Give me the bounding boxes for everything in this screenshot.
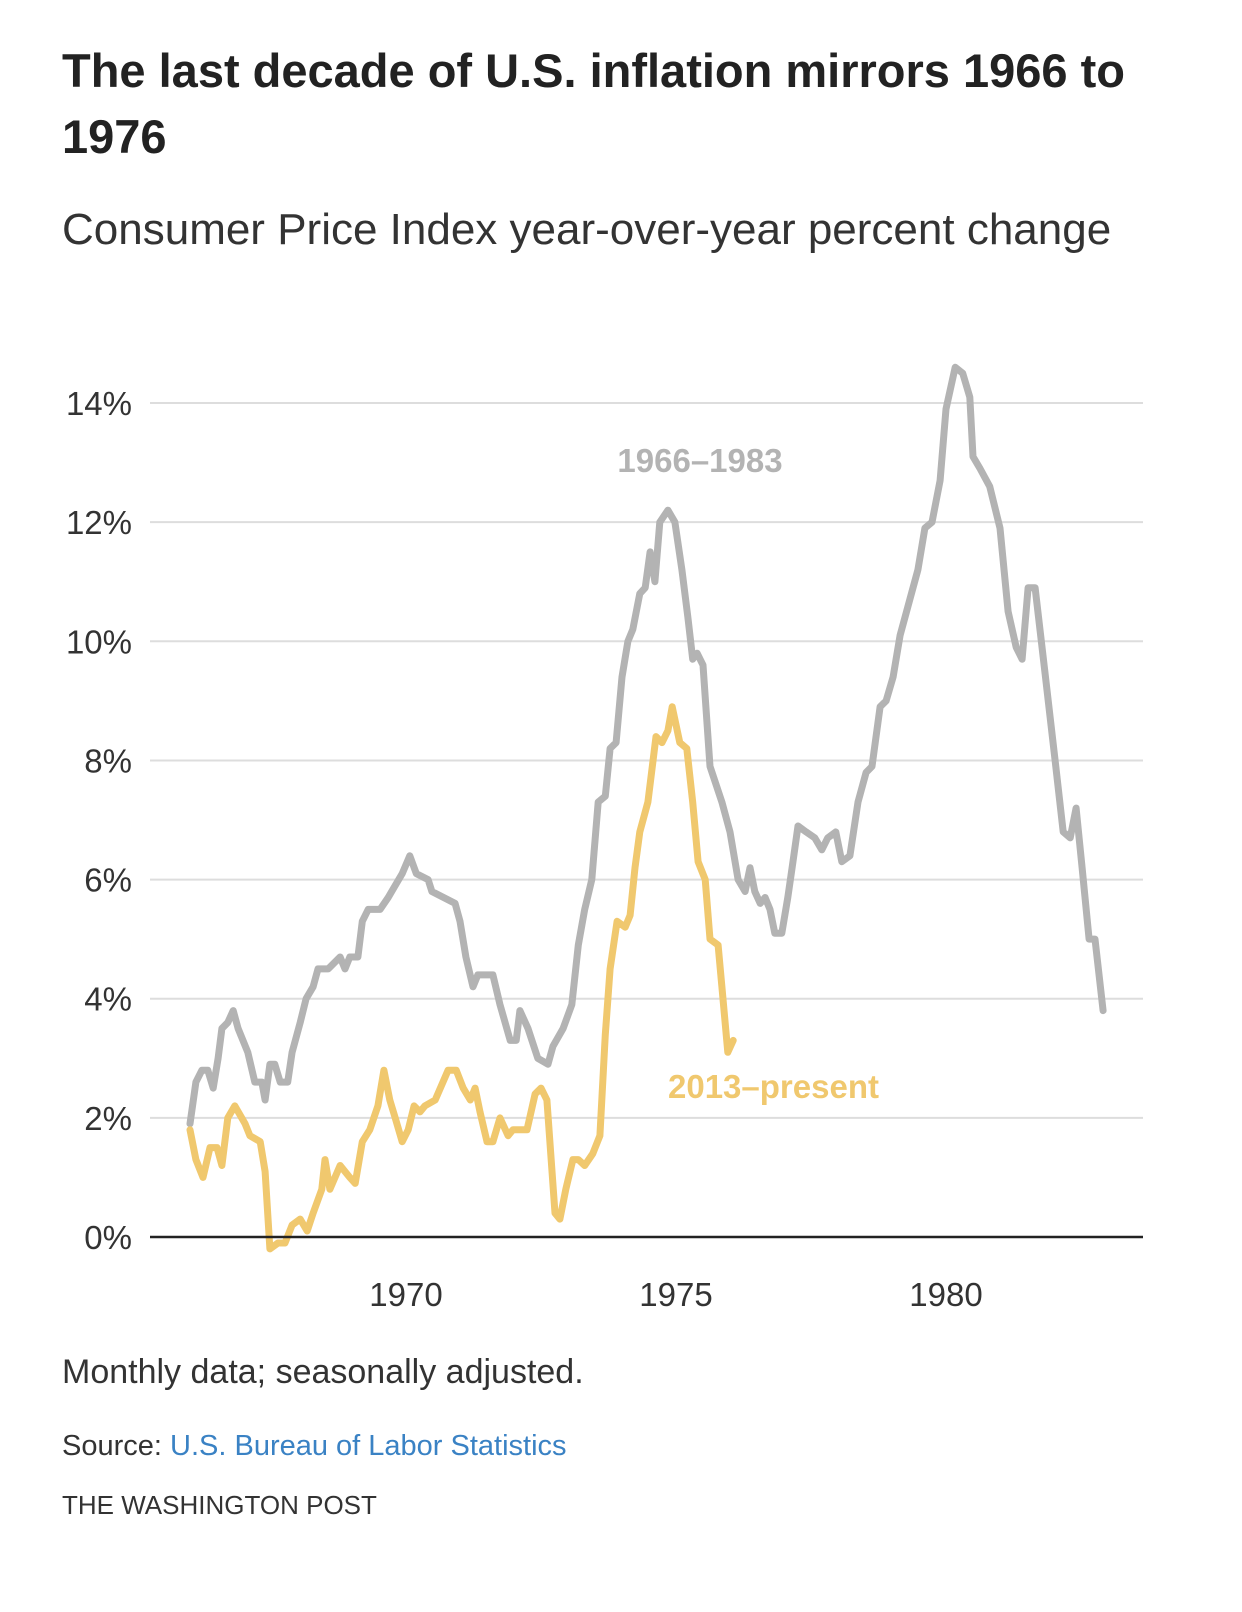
series-line-1966-1983	[186, 363, 1107, 1128]
series-label-2013-present: 2013–present	[668, 1068, 879, 1105]
x-tick-label: 1980	[909, 1276, 982, 1313]
chart-note: Monthly data; seasonally adjusted.	[62, 1353, 584, 1391]
y-tick-label: 12%	[66, 504, 132, 541]
x-tick-label: 1970	[369, 1276, 442, 1313]
series-line-2013-present	[186, 703, 737, 1253]
y-tick-label: 8%	[84, 742, 132, 779]
series-label-1966-1983: 1966–1983	[617, 442, 782, 479]
source-line: Source: U.S. Bureau of Labor Statistics	[62, 1430, 567, 1463]
source-label: Source:	[62, 1430, 162, 1462]
line-chart: 0% 2% 4% 6% 8% 10% 12% 14% 1970 1975 1980 1966–1983…	[66, 363, 1143, 1313]
chart-subtitle: Consumer Price Index year-over-year perc…	[62, 205, 1112, 254]
chart-title: The last decade of U.S. inflation mirror…	[62, 44, 1125, 163]
y-tick-label: 14%	[66, 385, 132, 422]
source-link[interactable]: U.S. Bureau of Labor Statistics	[170, 1430, 567, 1462]
x-tick-label: 1975	[639, 1276, 712, 1313]
y-tick-label: 10%	[66, 623, 132, 660]
y-tick-label: 6%	[84, 862, 132, 899]
y-tick-label: 2%	[84, 1100, 132, 1137]
y-tick-label: 0%	[84, 1219, 132, 1256]
publisher-credit: THE WASHINGTON POST	[62, 1490, 377, 1520]
y-tick-label: 4%	[84, 981, 132, 1018]
